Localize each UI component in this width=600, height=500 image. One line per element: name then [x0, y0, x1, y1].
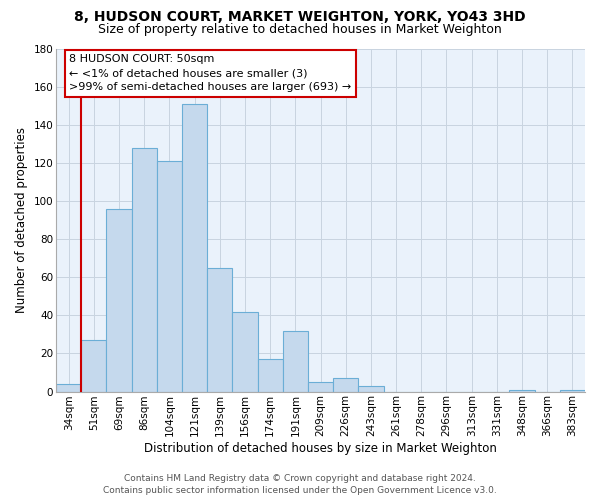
- Text: Contains HM Land Registry data © Crown copyright and database right 2024.
Contai: Contains HM Land Registry data © Crown c…: [103, 474, 497, 495]
- Bar: [56, 384, 81, 392]
- Bar: [308, 382, 333, 392]
- Bar: [131, 148, 157, 392]
- Text: Size of property relative to detached houses in Market Weighton: Size of property relative to detached ho…: [98, 22, 502, 36]
- Bar: [232, 312, 257, 392]
- Bar: [182, 104, 207, 392]
- Bar: [81, 340, 106, 392]
- Bar: [333, 378, 358, 392]
- Bar: [509, 390, 535, 392]
- Y-axis label: Number of detached properties: Number of detached properties: [15, 128, 28, 314]
- Bar: [560, 390, 585, 392]
- Bar: [257, 359, 283, 392]
- Bar: [207, 268, 232, 392]
- Bar: [157, 162, 182, 392]
- Text: 8 HUDSON COURT: 50sqm
← <1% of detached houses are smaller (3)
>99% of semi-deta: 8 HUDSON COURT: 50sqm ← <1% of detached …: [70, 54, 352, 92]
- Bar: [358, 386, 383, 392]
- Bar: [283, 330, 308, 392]
- X-axis label: Distribution of detached houses by size in Market Weighton: Distribution of detached houses by size …: [144, 442, 497, 455]
- Text: 8, HUDSON COURT, MARKET WEIGHTON, YORK, YO43 3HD: 8, HUDSON COURT, MARKET WEIGHTON, YORK, …: [74, 10, 526, 24]
- Bar: [106, 209, 131, 392]
